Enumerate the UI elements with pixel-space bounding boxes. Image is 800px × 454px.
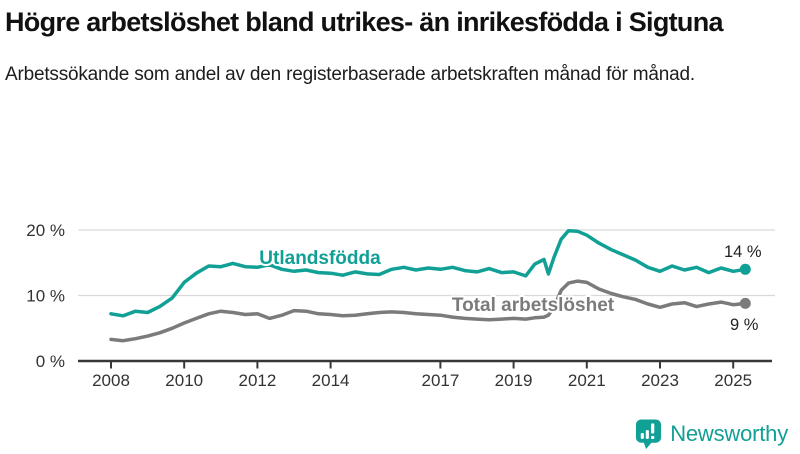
line-chart: 0 % 10 % 20 % 2008 2010 2012 2014 2017 2019 2021 2… (26, 221, 775, 390)
grid-layer: 0 % 10 % 20 % 2008 2010 2012 2014 2017 2019 2021 2… (26, 221, 775, 390)
y-axis-tick-label: 0 % (36, 352, 65, 371)
chart-subtitle: Arbetssökande som andel av den registerb… (5, 64, 695, 85)
chart-title: Högre arbetslöshet bland utrikes- än inr… (5, 7, 724, 37)
x-axis-tick-label: 2023 (641, 371, 679, 390)
x-axis-tick-label: 2025 (714, 371, 752, 390)
label-layer: Utlandsfödda Total arbetslöshet 14 % 9 % (257, 243, 762, 334)
y-axis-tick-label: 10 % (26, 287, 65, 306)
newsworthy-wordmark: Newsworthy (670, 421, 788, 446)
x-axis-tick-label: 2017 (421, 371, 459, 390)
series-end-dot-utlandsfodda (739, 263, 751, 275)
x-axis-tick-label: 2010 (165, 371, 203, 390)
end-value-utlandsfodda: 14 % (724, 243, 762, 261)
x-axis-tick-label: 2021 (568, 371, 606, 390)
newsworthy-logo: Newsworthy (634, 416, 788, 452)
newsworthy-bubble-chart-icon (636, 419, 662, 449)
y-axis-tick-label: 20 % (26, 221, 65, 240)
series-line-total (109, 279, 748, 343)
x-axis-tick-label: 2014 (312, 371, 350, 390)
end-value-total: 9 % (730, 316, 759, 334)
series-end-dot-total (739, 297, 751, 309)
series-label-utlandsfodda: Utlandsfödda (259, 248, 381, 269)
series-layer (109, 228, 751, 343)
x-axis-tick-label: 2008 (92, 371, 130, 390)
series-line-utlandsfodda (109, 228, 748, 318)
series-label-total: Total arbetslöshet (452, 295, 615, 316)
x-axis-tick-label: 2019 (495, 371, 533, 390)
x-axis-tick-label: 2012 (238, 371, 276, 390)
